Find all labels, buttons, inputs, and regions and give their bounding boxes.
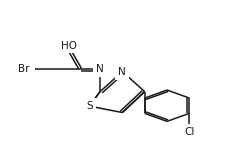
Text: N: N — [119, 67, 126, 77]
Text: Cl: Cl — [184, 127, 195, 137]
Text: S: S — [86, 101, 93, 111]
Text: N: N — [96, 64, 104, 74]
Text: HO: HO — [61, 41, 77, 51]
Text: Br: Br — [18, 64, 29, 74]
